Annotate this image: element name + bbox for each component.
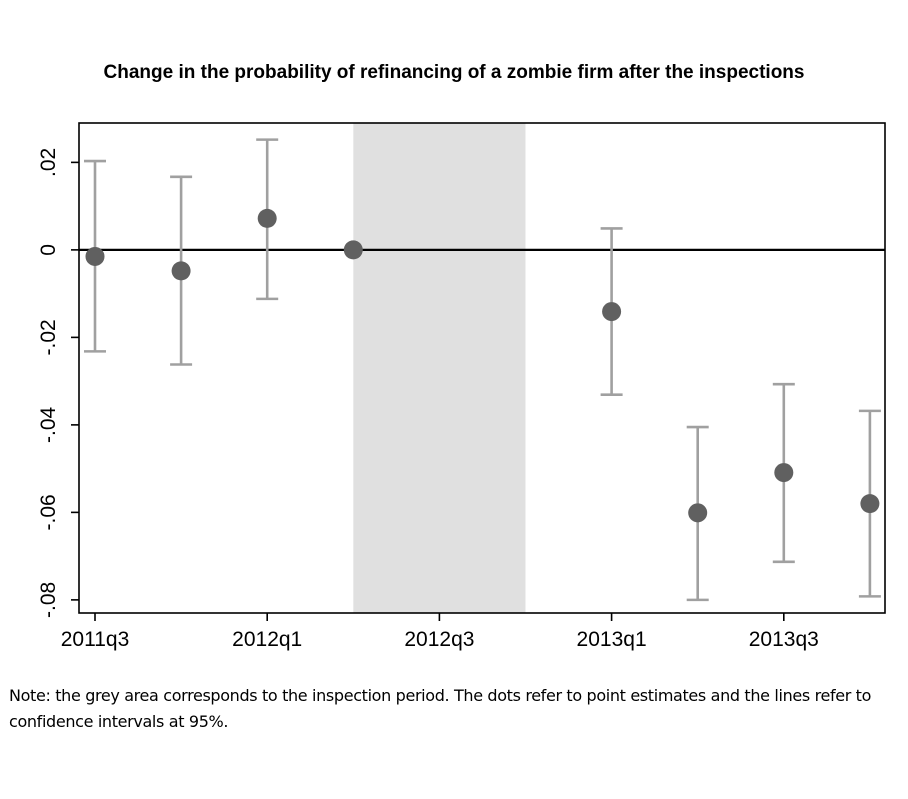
x-tick-label: 2011q3 [61, 628, 130, 651]
y-tick-label: -.02 [37, 319, 60, 355]
point-estimate-2012q1 [257, 208, 277, 228]
inspection-period-shade [353, 123, 526, 613]
y-tick-label: .02 [37, 148, 60, 177]
x-tick-label: 2012q1 [232, 628, 302, 651]
x-axis: 2011q3 2012q1 2012q3 2013q1 2013q3 [61, 613, 819, 651]
point-estimate-2012q2 [343, 240, 363, 260]
chart-note: Note: the grey area corresponds to the i… [9, 686, 872, 731]
y-tick-label: 0 [37, 244, 60, 256]
y-tick-label: -.06 [37, 494, 60, 530]
shade-layer [353, 123, 526, 613]
point-estimate-2013q4 [860, 494, 880, 514]
point-estimate-2011q3 [85, 246, 105, 266]
point-estimate-2013q2 [688, 503, 708, 523]
point-estimate-layer [85, 208, 880, 523]
chart-title: Change in the probability of refinancing… [103, 62, 805, 83]
plot-frame [78, 122, 886, 614]
x-tick-label: 2013q3 [749, 628, 819, 651]
point-estimate-2011q4 [171, 261, 191, 281]
point-estimate-2013q1 [602, 302, 622, 322]
y-tick-label: -.04 [37, 406, 60, 443]
chart-plot: .020-.02-.04-.06-.08 2011q3 2012q1 2012q3 2… [37, 122, 886, 651]
x-tick-label: 2012q3 [404, 628, 474, 651]
point-estimate-2013q3 [774, 463, 794, 483]
y-tick-label: -.08 [37, 582, 60, 618]
y-axis: .02 0 -.02 -.04 -.06 -.08 [37, 148, 79, 618]
x-tick-label: 2013q1 [577, 628, 647, 651]
